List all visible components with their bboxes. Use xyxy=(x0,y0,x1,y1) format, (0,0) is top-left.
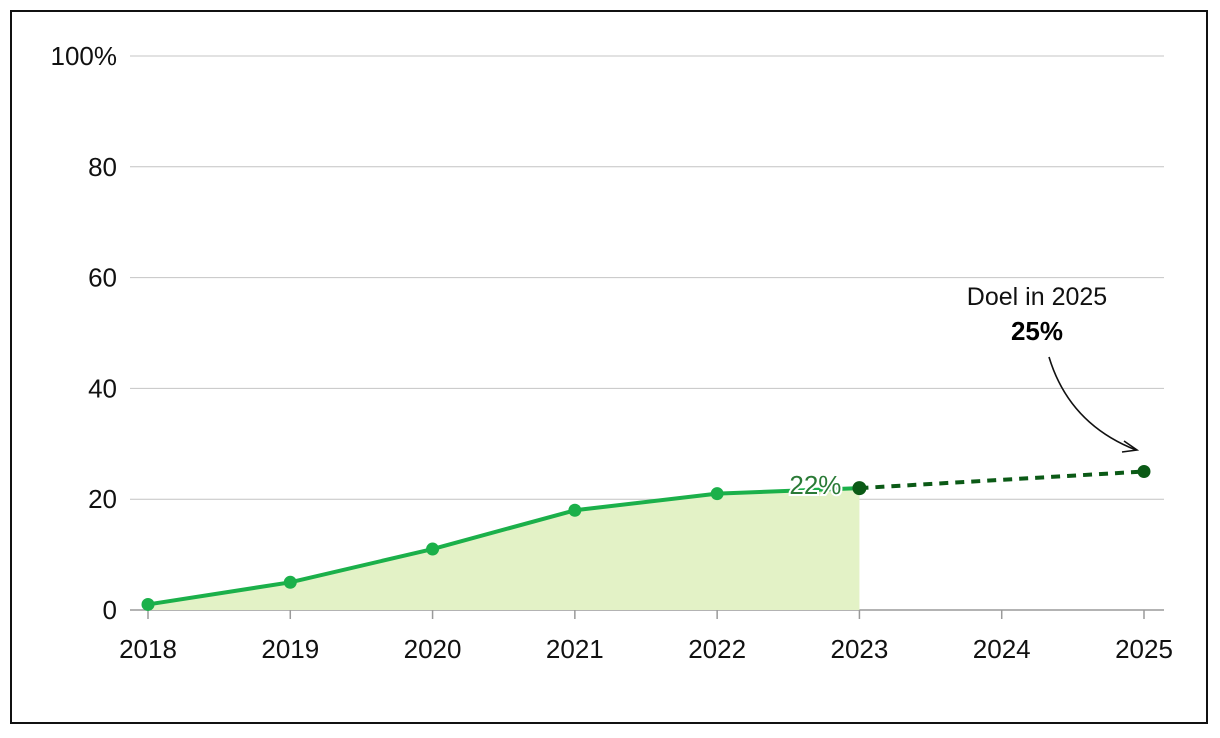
y-tick-labels: 0 20 40 60 80 100% xyxy=(51,41,118,625)
x-tick-label-2024: 2024 xyxy=(973,634,1031,664)
area-fill xyxy=(148,488,860,610)
series-line xyxy=(146,486,862,607)
x-tick-label-2021: 2021 xyxy=(546,634,604,664)
annotation-line1: Doel in 2025 xyxy=(967,283,1107,311)
data-point-2025 xyxy=(1137,465,1151,478)
annotation-value: 25% xyxy=(1011,316,1063,346)
data-point-2018 xyxy=(141,597,155,611)
x-tick-label-2020: 2020 xyxy=(404,634,462,664)
data-point-2021 xyxy=(568,503,582,517)
y-tick-label-0: 0 xyxy=(103,595,117,625)
annotation-layer: Doel in 2025 25% xyxy=(967,283,1140,453)
projection-line xyxy=(859,469,1145,491)
annotation-arrow xyxy=(1048,356,1137,451)
data-label-2023: 22% xyxy=(789,470,841,500)
data-point-2019 xyxy=(283,575,297,589)
y-tick-label-60: 60 xyxy=(88,263,117,293)
x-tick-label-2025: 2025 xyxy=(1115,634,1173,664)
x-tick-label-2019: 2019 xyxy=(261,634,319,664)
data-point-2022 xyxy=(710,487,724,501)
y-tick-label-100: 100% xyxy=(51,41,118,71)
data-point-2023 xyxy=(852,481,867,496)
series-layer xyxy=(141,465,1151,611)
x-tick-label-2018: 2018 xyxy=(119,634,177,664)
x-tick-label-2023: 2023 xyxy=(831,634,889,664)
y-tick-label-80: 80 xyxy=(88,152,117,182)
data-point-2020 xyxy=(426,542,440,556)
x-axis: 2018 2019 2020 2021 2022 2023 2024 2025 xyxy=(119,609,1173,664)
x-tick-label-2022: 2022 xyxy=(688,634,746,664)
y-tick-label-40: 40 xyxy=(88,373,117,403)
y-tick-label-20: 20 xyxy=(88,484,117,514)
grid-layer xyxy=(130,55,1164,500)
annotation-arrowhead xyxy=(1121,440,1140,453)
